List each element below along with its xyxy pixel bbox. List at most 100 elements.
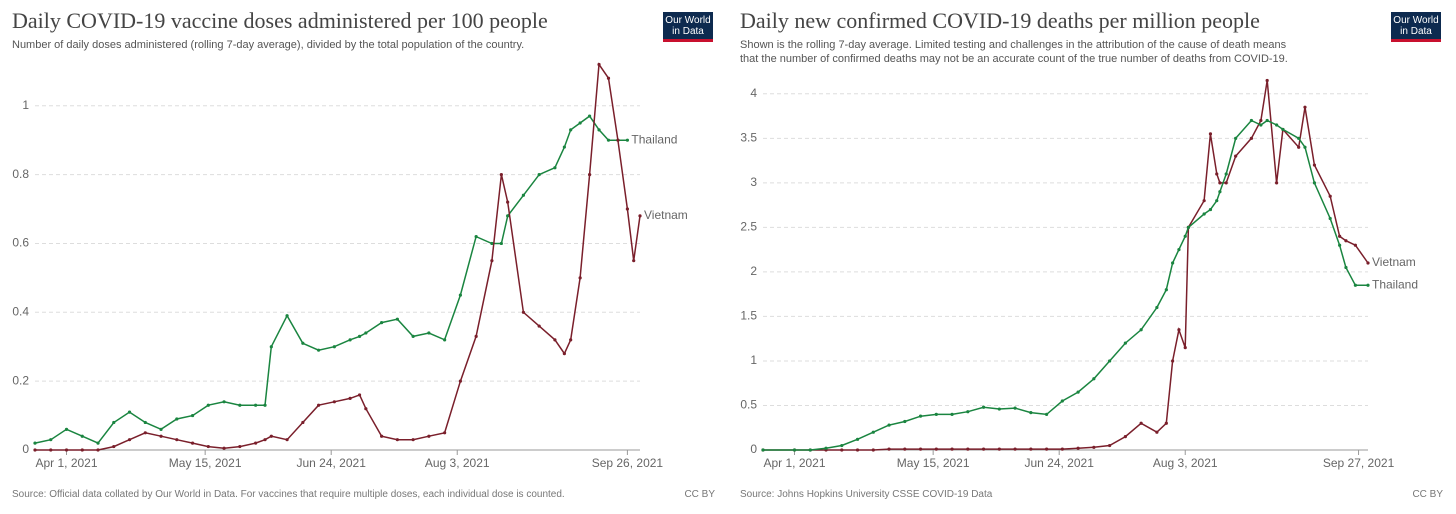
data-point	[1353, 243, 1357, 247]
data-point	[1215, 199, 1219, 203]
data-point	[792, 448, 797, 452]
data-point	[537, 324, 541, 328]
data-point	[1092, 445, 1096, 449]
data-point	[490, 241, 494, 246]
data-point	[253, 403, 258, 407]
data-point	[1249, 118, 1254, 123]
subtitle-line: that the number of confirmed deaths may …	[740, 53, 1288, 65]
data-point	[1275, 181, 1279, 185]
series-label: Vietnam	[644, 208, 688, 222]
data-point	[1092, 377, 1096, 381]
data-point	[1177, 328, 1181, 332]
data-point	[1076, 390, 1080, 394]
x-tick-label: May 15, 2021	[897, 456, 970, 470]
chart-title: Daily new confirmed COVID-19 deaths per …	[740, 8, 1260, 33]
data-point	[33, 448, 37, 452]
data-point	[64, 427, 69, 431]
data-point	[840, 448, 844, 452]
data-point	[380, 321, 384, 325]
data-point	[1259, 118, 1263, 123]
data-point	[112, 420, 116, 425]
data-point	[253, 441, 258, 445]
data-point	[1202, 212, 1206, 216]
data-point	[824, 446, 828, 450]
data-point	[1281, 127, 1285, 132]
data-point	[1123, 435, 1127, 439]
data-point	[1171, 261, 1175, 265]
data-point	[1249, 136, 1254, 140]
data-point	[316, 348, 321, 352]
data-point	[1312, 181, 1317, 185]
data-point	[840, 443, 844, 448]
data-point	[597, 62, 601, 67]
data-point	[364, 331, 368, 335]
data-point	[606, 138, 611, 142]
logo: Our World in Data	[663, 12, 713, 42]
data-point	[380, 434, 384, 438]
x-tick-label: Sep 27, 2021	[1323, 456, 1395, 470]
y-tick-label: 1	[22, 98, 29, 112]
data-point	[474, 334, 478, 338]
data-point	[175, 438, 179, 442]
data-point	[950, 447, 954, 451]
data-point	[761, 448, 765, 452]
data-point	[96, 441, 100, 445]
x-tick-label: Sep 26, 2021	[592, 456, 664, 470]
y-tick-label: 0.2	[12, 373, 29, 387]
data-point	[887, 423, 891, 427]
data-point	[562, 352, 566, 356]
x-tick-label: Jun 24, 2021	[1024, 456, 1094, 470]
data-point	[903, 447, 907, 451]
series-line	[34, 115, 628, 445]
data-point	[127, 410, 132, 414]
data-point	[1234, 136, 1238, 140]
data-point	[206, 444, 210, 449]
subtitle: Number of daily doses administered (roll…	[12, 38, 524, 52]
data-point	[458, 293, 462, 297]
data-point	[1060, 447, 1064, 451]
data-point	[506, 214, 510, 218]
data-point	[474, 234, 478, 239]
y-tick-label: 3	[750, 175, 757, 189]
y-tick-label: 3.5	[740, 131, 757, 145]
data-point	[506, 200, 510, 204]
data-point	[966, 410, 970, 414]
data-point	[966, 447, 970, 451]
data-point	[1108, 359, 1112, 363]
data-point	[332, 345, 336, 349]
data-point	[1297, 136, 1301, 140]
data-point	[395, 438, 399, 442]
data-point	[578, 276, 582, 280]
data-point	[285, 314, 289, 318]
data-point	[411, 334, 415, 338]
data-point	[1183, 345, 1187, 350]
data-point	[981, 405, 986, 409]
source-note: Source: Johns Hopkins University CSSE CO…	[740, 489, 993, 500]
data-point	[521, 310, 526, 314]
data-point	[562, 145, 566, 149]
data-point	[1164, 288, 1168, 292]
source-note: Source: Official data collated by Our Wo…	[12, 489, 565, 500]
data-point	[348, 396, 352, 400]
y-tick-label: 4	[750, 86, 757, 100]
data-point	[1303, 105, 1307, 109]
data-point	[1044, 412, 1049, 416]
data-point	[1208, 132, 1213, 136]
data-point	[553, 166, 557, 170]
subtitle-line: Number of daily doses administered (roll…	[12, 39, 525, 51]
data-point	[625, 138, 629, 142]
data-point	[411, 438, 415, 442]
data-point	[1259, 123, 1263, 127]
data-point	[64, 448, 69, 452]
data-point	[1265, 78, 1269, 83]
data-point	[143, 420, 147, 425]
data-point	[1312, 163, 1317, 167]
data-point	[638, 214, 642, 218]
license: CC BY	[684, 489, 715, 500]
data-point	[332, 400, 336, 404]
data-point	[143, 431, 147, 435]
chart: 0 0.2 0.4 0.6 0.8 1 Apr 1, 2021 May 15, 2021 Jun…	[12, 62, 688, 470]
data-point	[1297, 145, 1301, 149]
data-point	[1224, 181, 1228, 185]
data-point	[1123, 341, 1127, 345]
